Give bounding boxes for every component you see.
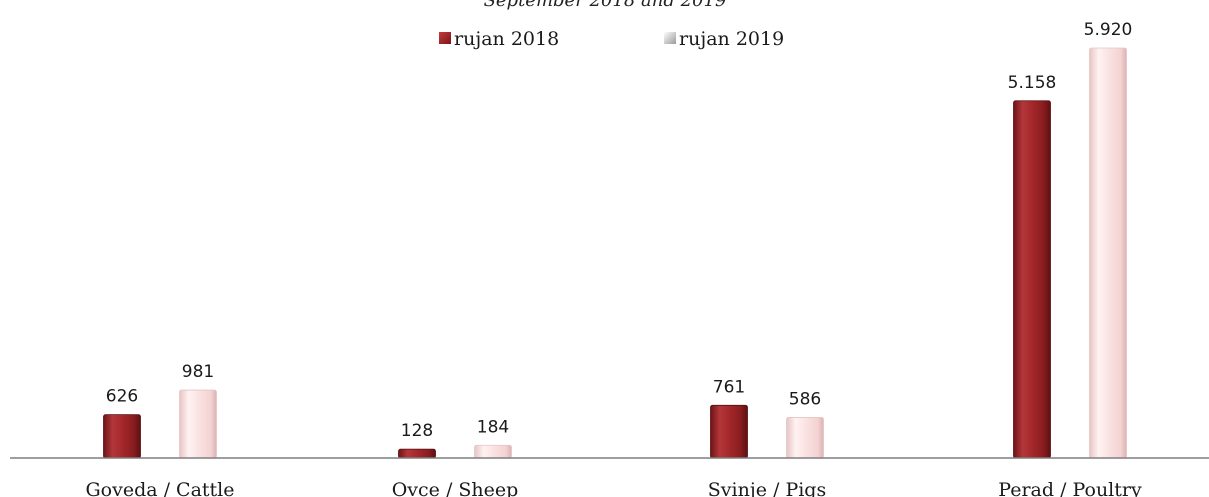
data-label-pigs-rujan-2018: 761: [713, 377, 745, 397]
data-label-cattle-rujan-2019: 981: [182, 362, 214, 382]
data-label-sheep-rujan-2019: 184: [477, 417, 509, 437]
category-label-poultry: Perad / Poultry: [998, 479, 1142, 497]
bar-sheep-rujan-2018: [398, 448, 436, 459]
bar-cattle-rujan-2018: [103, 414, 141, 459]
data-labels: 626 981 128 184 761 586 5.158 5.920: [106, 20, 1133, 441]
bar-cattle-rujan-2019: [179, 389, 217, 459]
legend-label-rujan-2019: rujan 2019: [679, 28, 784, 50]
legend: rujan 2018 rujan 2019: [439, 28, 784, 50]
legend-swatch-rujan-2018: [439, 32, 451, 44]
data-label-poultry-rujan-2018: 5.158: [1008, 73, 1057, 93]
bars: [103, 47, 1127, 459]
bar-poultry-rujan-2019: [1089, 47, 1127, 459]
data-label-cattle-rujan-2018: 626: [106, 387, 138, 407]
data-label-poultry-rujan-2019: 5.920: [1084, 20, 1133, 40]
category-labels: Goveda / Cattle Ovce / Sheep Svinje / Pigs…: [85, 479, 1142, 497]
data-label-pigs-rujan-2019: 586: [789, 389, 821, 409]
bar-sheep-rujan-2019: [474, 444, 512, 459]
bar-pigs-rujan-2019: [786, 417, 824, 459]
chart-subtitle: September 2018 and 2019: [484, 0, 727, 11]
bar-pigs-rujan-2018: [710, 404, 748, 459]
legend-label-rujan-2018: rujan 2018: [454, 28, 559, 50]
category-label-sheep: Ovce / Sheep: [392, 479, 519, 497]
data-label-sheep-rujan-2018: 128: [401, 421, 433, 441]
legend-swatch-rujan-2019: [664, 32, 676, 44]
category-label-cattle: Goveda / Cattle: [85, 479, 234, 497]
category-label-pigs: Svinje / Pigs: [708, 479, 826, 497]
bar-poultry-rujan-2018: [1013, 100, 1051, 459]
